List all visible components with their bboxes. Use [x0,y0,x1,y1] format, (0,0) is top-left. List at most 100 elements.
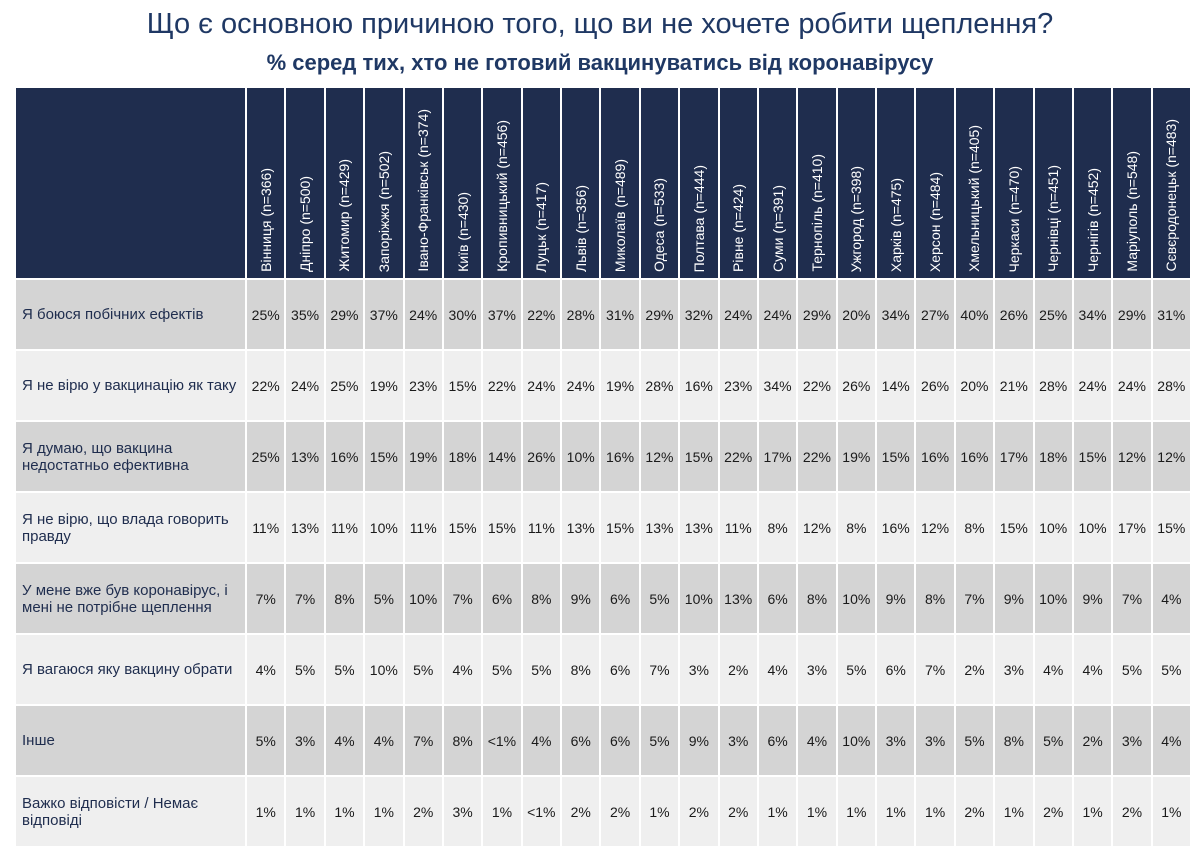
cell: 29% [1111,278,1153,351]
column-header: Маріуполь (n=548) [1111,86,1153,280]
column-header: Харків (n=475) [874,86,917,280]
cell: 15% [363,420,405,493]
column-header: Черкаси (n=470) [993,86,1035,280]
cell: 16% [599,420,641,493]
column-label: Львів (n=356) [572,184,589,272]
cell: 5% [638,562,681,635]
column-header: Одеса (n=533) [638,86,681,280]
cell: 12% [914,491,956,564]
cell: 30% [441,278,484,351]
cell: 34% [1071,278,1114,351]
column-header: Чернігів (n=452) [1071,86,1114,280]
cell: 17% [1111,491,1153,564]
cell: 22% [796,420,838,493]
cell: 6% [559,704,602,777]
cell: 19% [402,420,444,493]
cell: 12% [796,491,838,564]
cell: 3% [284,704,326,777]
cell: 5% [1150,633,1193,706]
cell: 10% [835,562,878,635]
cell: 8% [953,491,996,564]
table-row: Я думаю, що вакцина недостатньо ефективн… [14,420,1193,493]
column-label: Рівне (n=424) [730,184,747,272]
row-label: Я не вірю у вакцинацію як таку [14,349,247,422]
cell: 6% [599,704,641,777]
cell: 3% [993,633,1035,706]
cell: 28% [638,349,681,422]
cell: 6% [756,562,799,635]
table-row: У мене вже був коронавірус, і мені не по… [14,562,1193,635]
column-header: Кропивницький (n=456) [481,86,523,280]
cell: 2% [953,633,996,706]
cell: 4% [520,704,563,777]
cell: 31% [599,278,641,351]
cell: 13% [638,491,681,564]
cell: 16% [874,491,917,564]
cell: 16% [953,420,996,493]
cell: 15% [1071,420,1114,493]
table-row: Важко відповісти / Немає відповіді 1% 1% 1%… [14,775,1193,848]
cell: 24% [520,349,563,422]
cell: 3% [678,633,720,706]
cell: 4% [244,633,287,706]
cell: 24% [717,278,759,351]
cell: 5% [638,704,681,777]
cell: 6% [599,633,641,706]
cell: 19% [835,420,878,493]
cell: 7% [244,562,287,635]
cell: 15% [441,349,484,422]
cell: 5% [244,704,287,777]
cell: 2% [1071,704,1114,777]
column-label: Одеса (n=533) [651,178,668,272]
row-label: Я думаю, що вакцина недостатньо ефективн… [14,420,247,493]
cell: 18% [441,420,484,493]
cell: 3% [717,704,759,777]
cell: 23% [402,349,444,422]
cell: 3% [441,775,484,848]
cell: 6% [874,633,917,706]
column-label: Луцьк (n=417) [533,181,550,272]
title: Що є основною причиною того, що ви не хо… [146,8,1054,40]
column-header: Полтава (n=444) [678,86,720,280]
cell: 15% [481,491,523,564]
column-label: Харків (n=475) [887,177,904,272]
column-label: Житомир (n=429) [336,159,353,272]
cell: <1% [520,775,563,848]
header-row: Вінниця (n=366) Дніпро (n=500) Житомир (n=… [14,86,1193,280]
row-label: Я не вірю, що влада говорить правду [14,491,247,564]
cell: <1% [481,704,523,777]
cell: 15% [993,491,1035,564]
cell: 10% [363,633,405,706]
cell: 14% [874,349,917,422]
cell: 4% [1150,704,1193,777]
cell: 2% [402,775,444,848]
column-label: Ужгород (n=398) [848,165,865,272]
cell: 21% [993,349,1035,422]
cell: 37% [481,278,523,351]
cell: 10% [402,562,444,635]
column-label: Сєвєродонецьк (n=483) [1163,119,1180,272]
cell: 1% [638,775,681,848]
column-label: Івано-Франківськ (n=374) [415,109,432,272]
column-label: Кропивницький (n=456) [493,120,510,272]
cell: 3% [1111,704,1153,777]
cell: 1% [835,775,878,848]
cell: 26% [914,349,956,422]
cell: 24% [559,349,602,422]
column-label: Вінниця (n=366) [257,168,274,272]
cell: 15% [599,491,641,564]
cell: 4% [756,633,799,706]
cell: 11% [402,491,444,564]
cell: 26% [993,278,1035,351]
cell: 23% [717,349,759,422]
cell: 14% [481,420,523,493]
table-row: Я вагаюся яку вакцину обрати 4% 5% 5% 10% 5% 4… [14,633,1193,706]
column-header: Запоріжжя (n=502) [363,86,405,280]
cell: 6% [481,562,523,635]
cell: 25% [244,278,287,351]
cell: 18% [1032,420,1074,493]
cell: 2% [1111,775,1153,848]
cell: 34% [874,278,917,351]
cell: 7% [914,633,956,706]
table-row: Інше 5% 3% 4% 4% 7% 8% <1% 4% 6% 6% 5% 9% 3% 6% 4% 10% 3%… [14,704,1193,777]
